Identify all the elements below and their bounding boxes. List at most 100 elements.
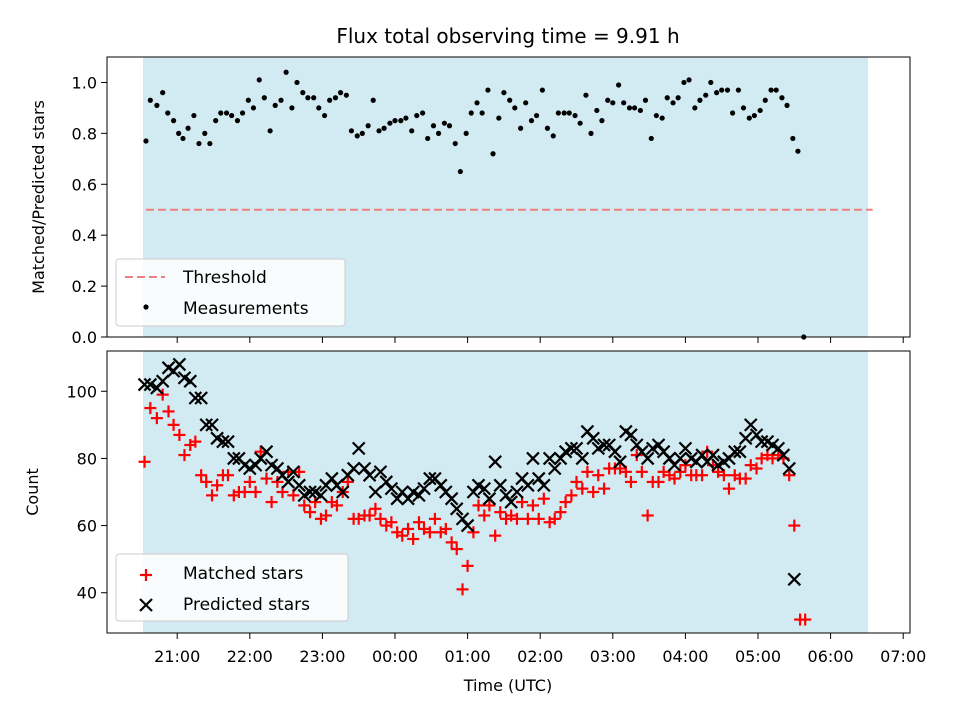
predicted-star-point	[754, 434, 769, 449]
matched-star-point	[565, 489, 578, 502]
matched-star-point	[570, 475, 583, 488]
matched-star-point	[200, 475, 213, 488]
predicted-star-point	[401, 491, 415, 506]
bottom-ytick-label: 100	[66, 382, 97, 401]
bottom-ytick-label: 40	[77, 584, 97, 603]
measurement-point	[468, 110, 474, 116]
measurement-point	[768, 87, 774, 93]
matched-star-point	[385, 516, 398, 529]
predicted-star-point	[488, 455, 502, 469]
matched-star-point	[206, 489, 219, 502]
measurement-point	[354, 133, 360, 139]
measurement-point	[675, 95, 681, 101]
matched-star-point	[396, 529, 409, 542]
predicted-star-point	[188, 391, 203, 405]
predicted-star-point	[423, 471, 437, 486]
predicted-star-point	[335, 485, 350, 499]
measurement-point	[631, 105, 638, 111]
measurement-point	[485, 87, 491, 93]
top-ytick-label: 0.8	[72, 124, 97, 143]
matched-star-point	[150, 412, 163, 425]
bottom-xtick-label: 00:00	[372, 647, 418, 666]
bottom-legend-box	[115, 553, 349, 622]
top-ytick-label: 0.2	[72, 277, 97, 296]
predicted-star-point	[466, 485, 481, 499]
measurement-point	[588, 130, 594, 136]
measurement-point	[278, 97, 284, 103]
predicted-star-point	[526, 451, 540, 466]
predicted-star-point	[314, 488, 328, 503]
matched-star-point	[739, 472, 752, 485]
predicted-star-point	[553, 451, 568, 466]
measurement-point	[261, 95, 267, 101]
measurement-point	[496, 115, 502, 121]
measurement-point	[729, 110, 736, 116]
measurement-point	[703, 92, 709, 98]
measurement-point	[441, 120, 447, 126]
legend-matched-label: Matched stars	[183, 564, 303, 584]
measurement-point	[746, 115, 752, 121]
predicted-star-point	[597, 438, 611, 452]
predicted-star-point	[531, 471, 546, 486]
measurement-point	[507, 97, 513, 103]
matched-star-point	[428, 512, 441, 525]
measurement-point	[170, 118, 177, 124]
measurement-point	[272, 102, 278, 108]
top-ytick-label: 0.4	[72, 226, 97, 245]
measurement-point	[245, 97, 251, 103]
predicted-star-point	[727, 444, 742, 459]
predicted-star-point	[482, 491, 497, 506]
measurement-point	[311, 95, 317, 101]
matched-star-point	[461, 559, 474, 572]
predicted-star-point	[613, 455, 627, 469]
measurement-point	[572, 112, 578, 119]
measurement-point	[305, 95, 311, 101]
predicted-star-point	[586, 431, 600, 446]
matched-star-point	[445, 536, 458, 549]
top-ytick-label: 0.6	[72, 175, 97, 194]
predicted-star-point	[662, 451, 677, 466]
matched-star-point	[450, 543, 463, 556]
measurement-point	[501, 90, 507, 96]
measurement-point	[370, 97, 376, 103]
measurement-point	[708, 79, 714, 86]
predicted-star-point	[444, 491, 459, 506]
measurement-point	[463, 130, 469, 136]
predicted-star-point	[673, 451, 688, 466]
measurement-point	[659, 115, 665, 121]
matched-star-point	[467, 526, 480, 539]
matched-star-point	[668, 472, 681, 485]
measurement-point	[147, 97, 153, 103]
measurement-point	[740, 105, 747, 111]
measurement-point	[784, 102, 790, 108]
measurement-point	[528, 118, 535, 124]
predicted-star-point	[569, 441, 584, 456]
measurement-point	[757, 107, 763, 114]
measurement-point	[176, 130, 182, 136]
predicted-star-point	[384, 481, 399, 496]
matched-star-point	[304, 506, 317, 519]
measurement-point	[267, 128, 273, 134]
matched-star-point	[532, 512, 545, 525]
measurement-point	[457, 168, 463, 175]
predicted-star-point	[564, 441, 579, 456]
measurement-point	[185, 125, 191, 131]
predicted-star-point	[706, 448, 720, 462]
predicted-star-point	[787, 572, 802, 587]
measurement-point	[398, 118, 404, 124]
measurement-point	[474, 100, 480, 106]
measurement-point	[642, 97, 649, 103]
matched-star-point	[162, 405, 175, 418]
matched-star-point	[788, 519, 801, 532]
predicted-star-point	[449, 502, 464, 516]
predicted-star-point	[216, 434, 230, 449]
bottom-ytick-label: 80	[77, 449, 97, 468]
predicted-star-point	[270, 461, 285, 476]
predicted-star-point	[695, 448, 709, 462]
matched-star-point	[363, 509, 376, 522]
predicted-star-point	[281, 475, 296, 489]
measurement-point	[490, 151, 496, 157]
measurement-point	[143, 138, 149, 144]
top-ylabel: Matched/Predicted stars	[29, 100, 48, 294]
